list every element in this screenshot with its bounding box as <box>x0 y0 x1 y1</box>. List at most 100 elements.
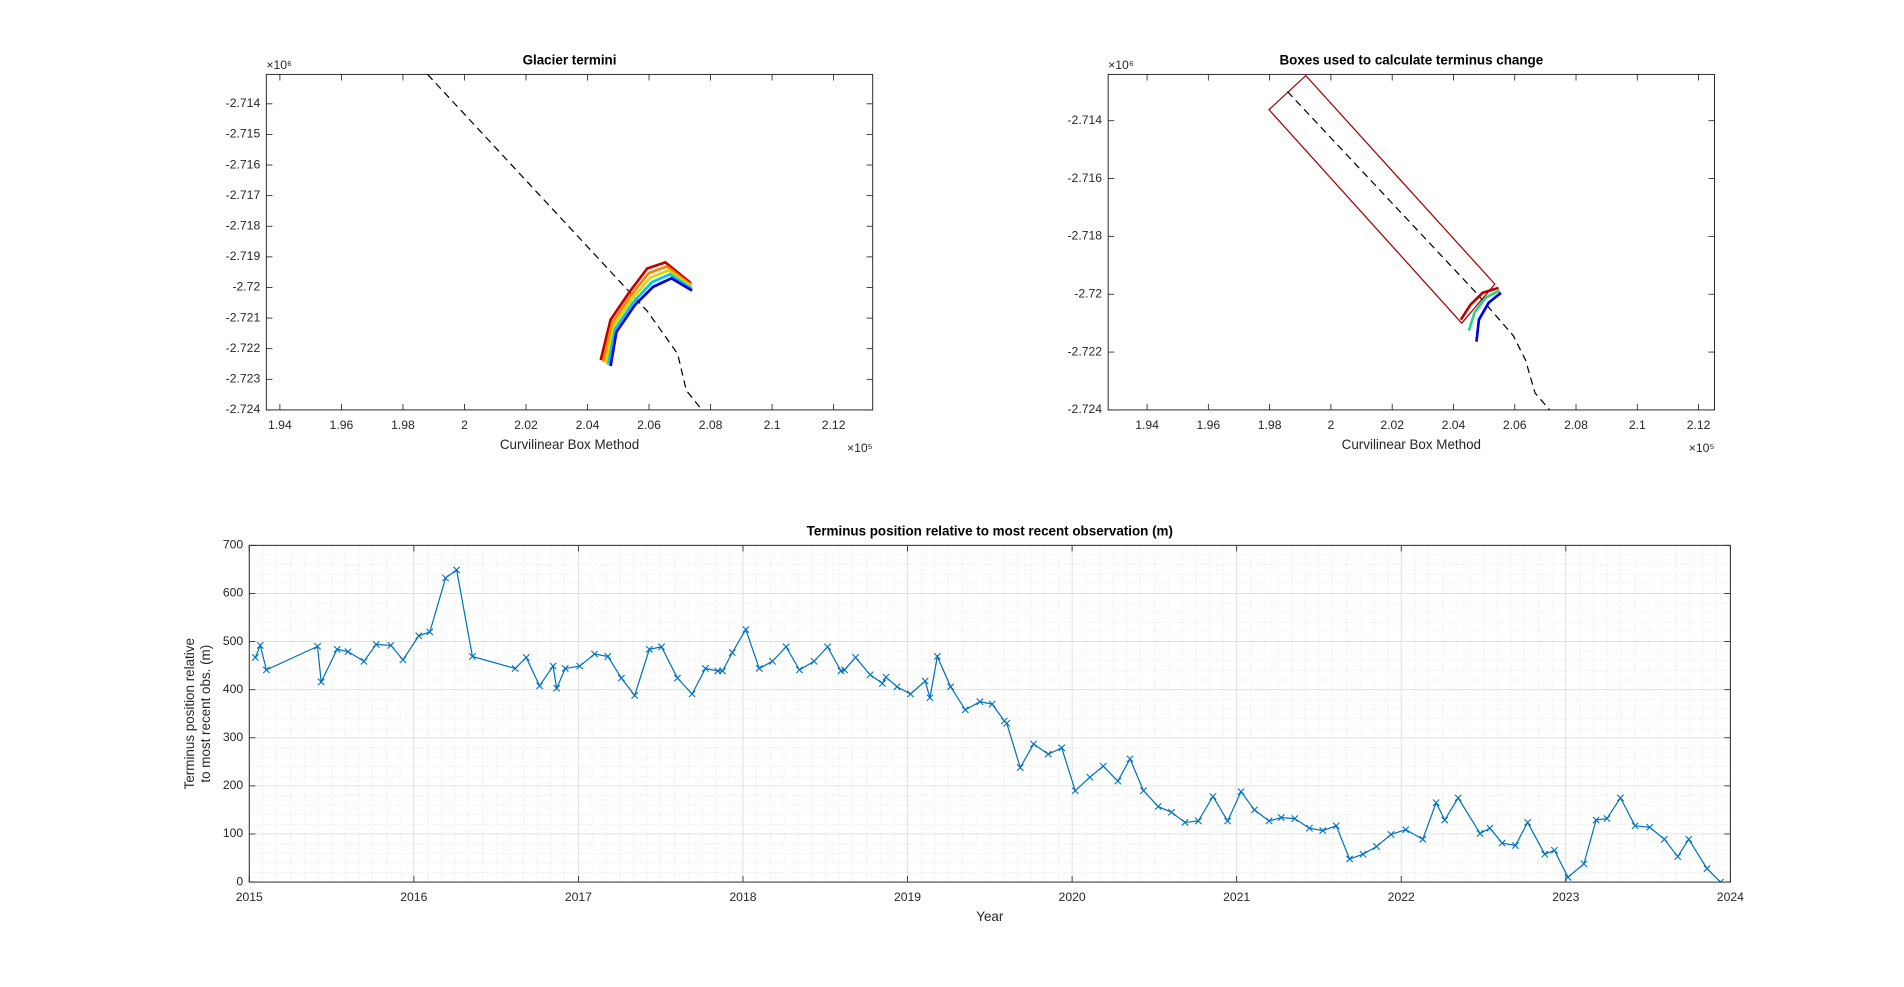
x-exponent: ×10⁵ <box>847 441 873 455</box>
marker <box>1441 816 1449 824</box>
marker <box>1454 794 1462 802</box>
marker <box>878 679 886 687</box>
y-tick-label: 400 <box>223 682 244 696</box>
marker <box>768 657 776 665</box>
x-tick-label: 2.12 <box>1687 418 1711 432</box>
x-tick-label: 2021 <box>1223 890 1250 904</box>
series-line <box>1467 289 1501 332</box>
x-tick-label: 2.08 <box>699 418 723 432</box>
x-tick-label: 2.06 <box>637 418 661 432</box>
plot-area <box>1108 74 1715 410</box>
marker <box>961 706 969 714</box>
marker <box>719 667 727 675</box>
y-tick-label: -2.716 <box>226 157 261 171</box>
x-tick-label: 2.1 <box>764 418 781 432</box>
marker <box>617 674 625 682</box>
x-tick-label: 2019 <box>894 890 921 904</box>
y-tick-label: 300 <box>223 730 244 744</box>
marker <box>1319 827 1327 835</box>
marker <box>1550 846 1559 854</box>
x-tick-label: 2 <box>1328 418 1335 432</box>
marker <box>1419 835 1427 843</box>
series-line <box>1459 286 1499 321</box>
y-tick-label: -2.723 <box>226 372 261 386</box>
marker <box>549 662 557 670</box>
x-tick-label: 2.02 <box>1380 418 1404 432</box>
marker <box>728 649 736 657</box>
marker <box>590 650 599 658</box>
chart-title: Glacier termini <box>523 53 617 68</box>
y-tick-label: -2.721 <box>226 310 261 324</box>
y-tick-label: -2.724 <box>1068 402 1103 416</box>
y-tick-label: 100 <box>223 826 244 840</box>
y-tick-label: -2.72 <box>232 280 260 294</box>
marker <box>688 690 696 698</box>
marker <box>947 683 955 691</box>
y-tick-label: -2.722 <box>226 341 261 355</box>
y-tick-label: 200 <box>223 778 244 792</box>
marker <box>1387 830 1395 839</box>
x-tick-label: 2.04 <box>576 418 600 432</box>
y-tick-label: -2.72 <box>1074 286 1102 300</box>
marker <box>782 643 790 651</box>
marker <box>1402 826 1410 834</box>
x-tick-label: 2.04 <box>1442 418 1466 432</box>
y-tick-label: 500 <box>223 634 244 648</box>
marker <box>468 652 476 661</box>
x-tick-label: 1.98 <box>391 418 415 432</box>
y-exponent: ×10⁶ <box>266 58 292 72</box>
marker <box>333 645 341 653</box>
marker <box>1603 815 1611 823</box>
marker <box>314 642 322 650</box>
y-tick-label: 0 <box>236 874 243 888</box>
x-tick-label: 2017 <box>565 890 592 904</box>
x-tick-label: 1.98 <box>1258 418 1282 432</box>
marker <box>1476 829 1484 838</box>
y-axis-label: Terminus position relative <box>182 638 197 789</box>
x-exponent: ×10⁵ <box>1689 441 1715 455</box>
chart: 1.94 1.96 1.98 2 2.02 2.04 2.06 2.08 2.1 2.12 -2.7… <box>226 53 874 455</box>
marker <box>553 684 561 692</box>
plot <box>1268 74 1551 410</box>
x-axis-label: Year <box>976 909 1004 924</box>
x-tick-label: 2016 <box>400 890 427 904</box>
x-tick-label: 2.12 <box>822 418 846 432</box>
marker <box>1486 824 1494 832</box>
y-tick-label: -2.714 <box>1068 113 1103 127</box>
x-tick-label: 2022 <box>1388 890 1415 904</box>
x-tick-label: 2.06 <box>1503 418 1527 432</box>
marker <box>1071 787 1079 795</box>
marker <box>604 652 612 661</box>
axes-box <box>1107 73 1716 411</box>
x-tick-label: 1.94 <box>268 418 292 432</box>
marker <box>442 574 450 582</box>
plot-area <box>266 74 873 410</box>
marker <box>1580 860 1588 868</box>
chart: 1.94 1.96 1.98 2 2.02 2.04 2.06 2.08 2.1 2.12 -2.7… <box>1068 53 1716 455</box>
marker <box>511 664 519 673</box>
x-tick-label: 2015 <box>236 890 263 904</box>
x-tick-label: 2 <box>461 418 468 432</box>
marker <box>1685 835 1693 843</box>
series-line <box>427 74 703 410</box>
x-tick-label: 2023 <box>1552 890 1579 904</box>
y-axis-label: to most recent obs. (m) <box>198 645 213 783</box>
marker <box>882 673 890 681</box>
y-tick-label: -2.716 <box>1068 171 1103 185</box>
x-axis-label: Curvilinear Box Method <box>500 437 639 452</box>
marker <box>1592 816 1600 824</box>
marker <box>415 632 423 640</box>
marker <box>988 700 996 708</box>
x-tick-label: 2.02 <box>514 418 538 432</box>
series-line <box>599 260 692 361</box>
marker <box>1044 750 1052 758</box>
y-tick-label: -2.715 <box>226 127 261 141</box>
x-tick-label: 2024 <box>1717 890 1744 904</box>
marker <box>823 643 832 651</box>
marker <box>810 657 818 665</box>
marker <box>1086 773 1094 781</box>
marker <box>1524 818 1532 826</box>
marker <box>840 666 849 674</box>
marker <box>1250 806 1259 814</box>
marker <box>1631 822 1639 830</box>
